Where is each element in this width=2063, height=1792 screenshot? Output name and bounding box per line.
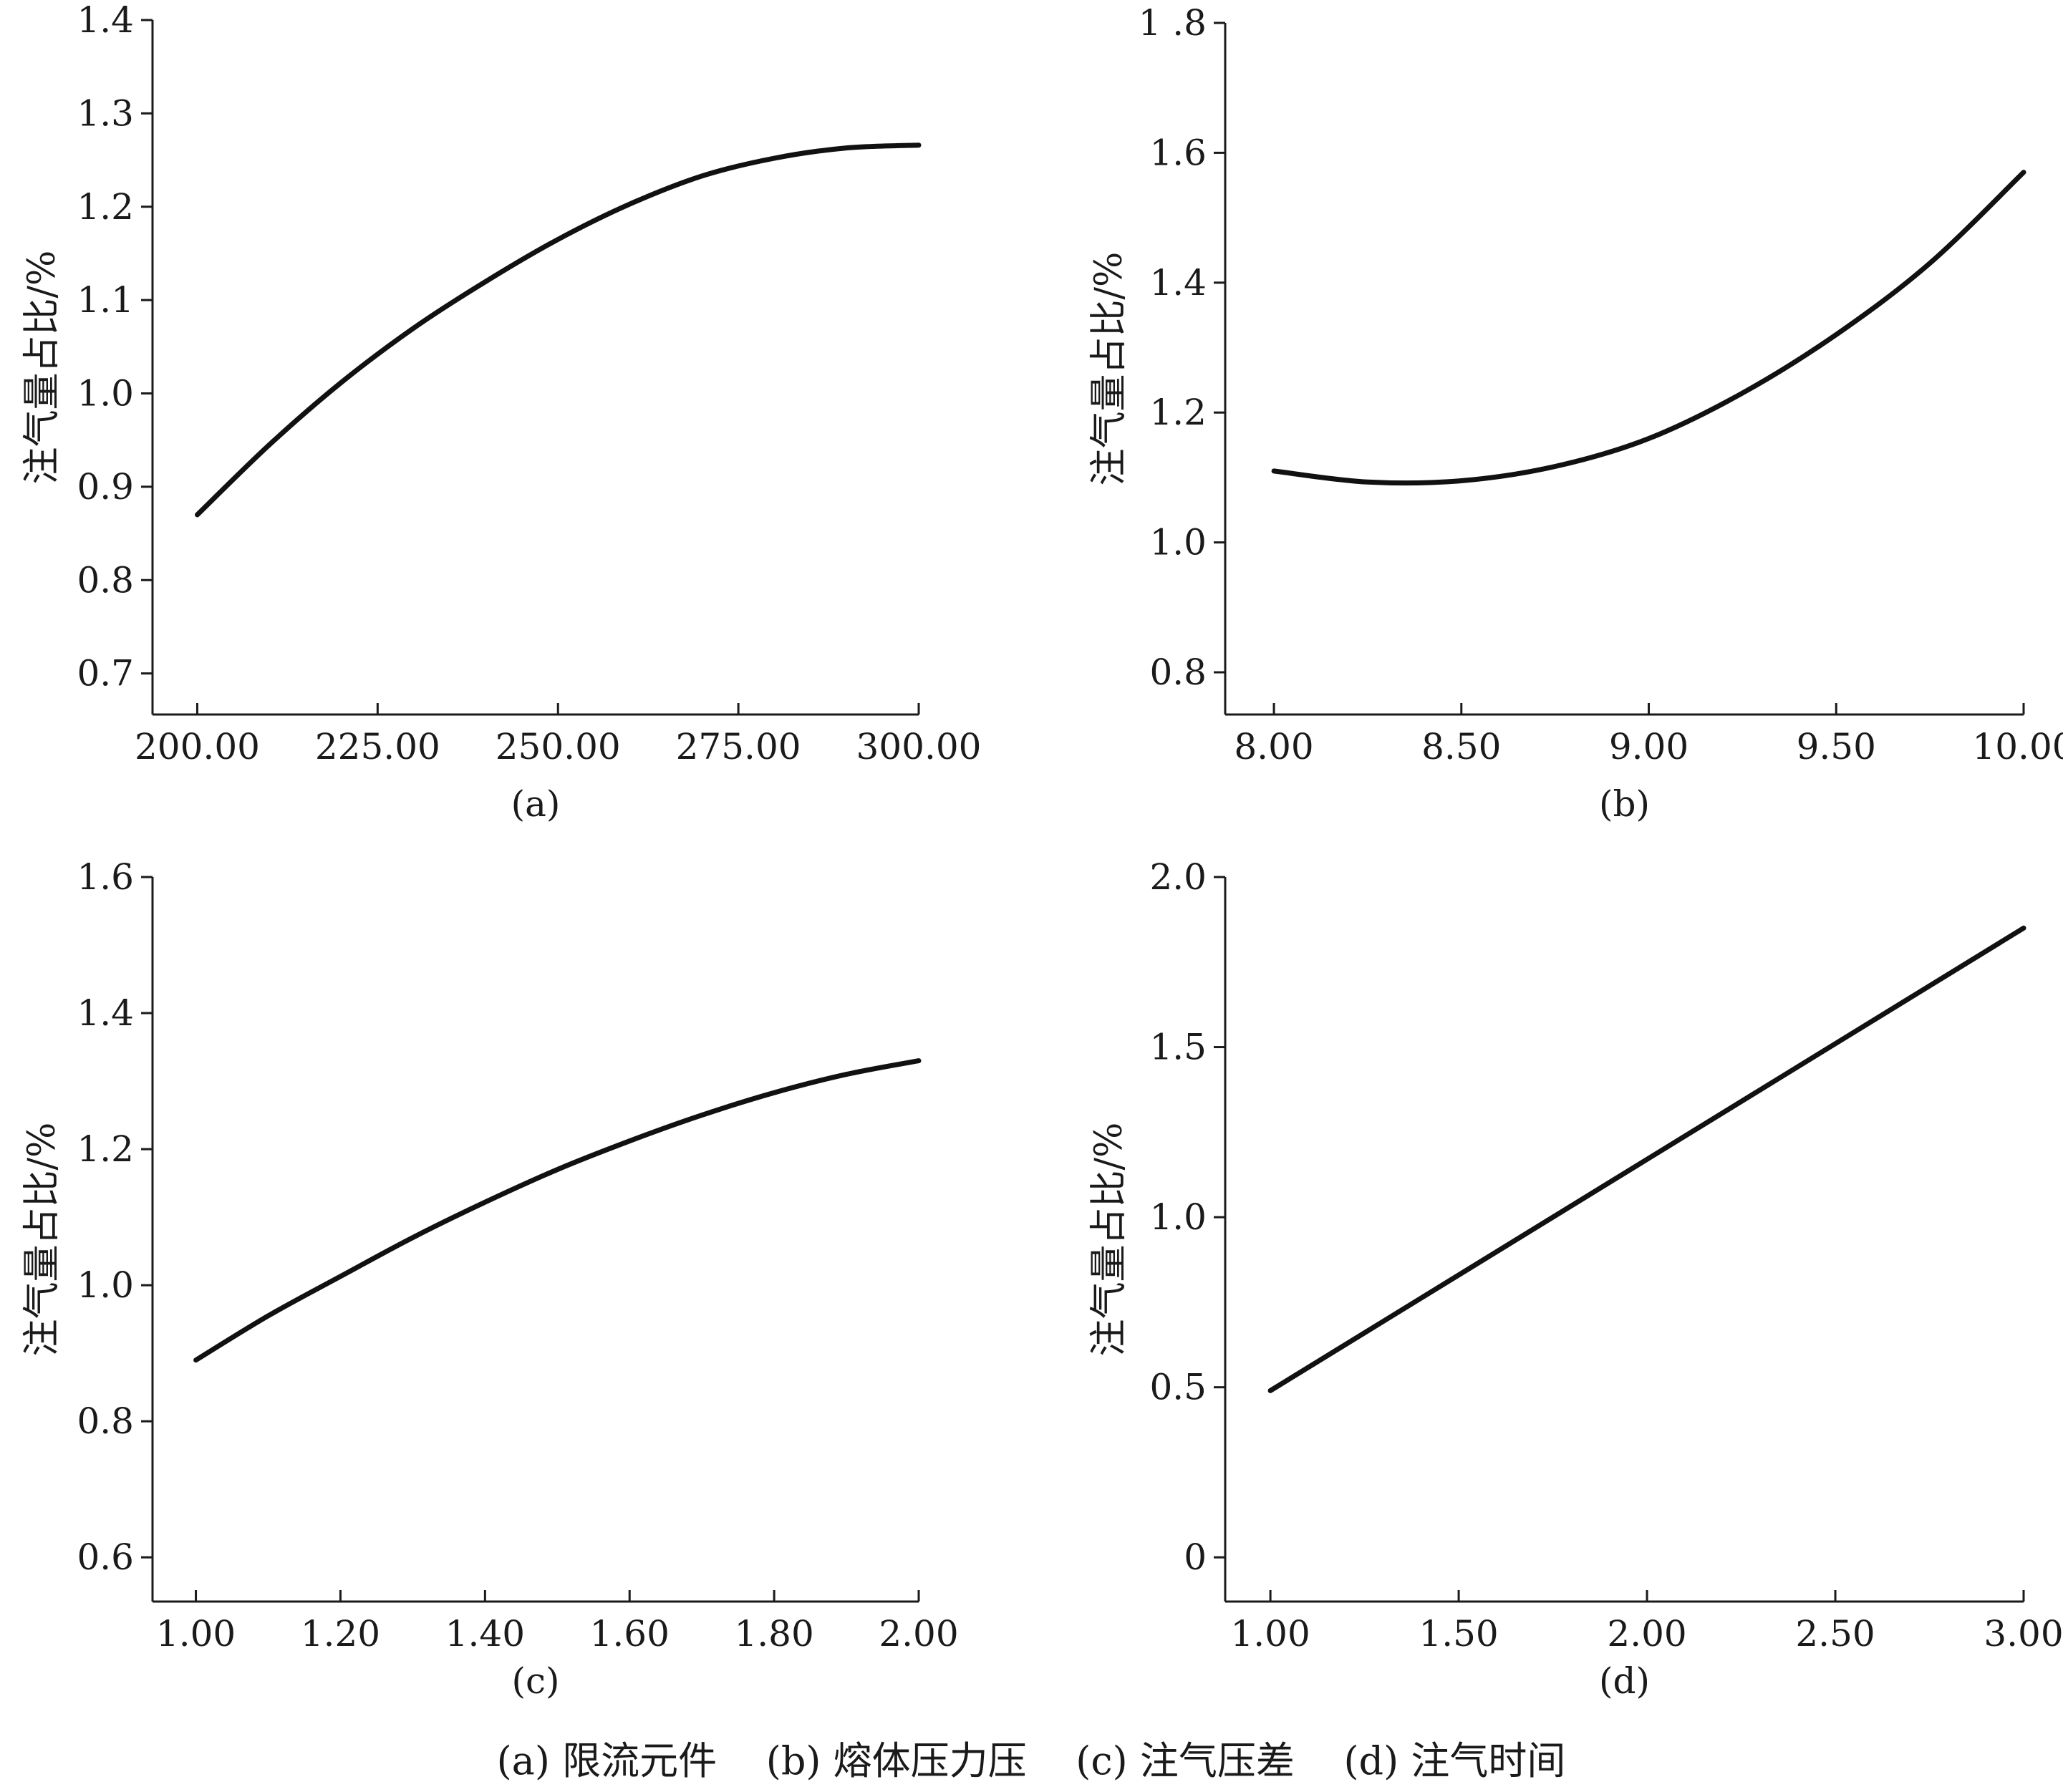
y-tick-label: 0.8 <box>77 1400 134 1442</box>
y-tick-label: 0.8 <box>77 559 134 601</box>
series-line <box>1267 925 2026 1393</box>
x-tick-label: 275.00 <box>676 726 801 767</box>
x-tick-label: 1.80 <box>734 1613 813 1655</box>
panel-label: (a) <box>511 783 561 825</box>
y-tick-label: 1.2 <box>77 1128 134 1170</box>
x-tick-label: 3.00 <box>1984 1613 2063 1655</box>
y-tick-label: 0.8 <box>1149 652 1207 693</box>
x-tick-label: 8.50 <box>1421 726 1501 767</box>
x-tick-label: 9.50 <box>1797 726 1876 767</box>
x-tick-label: 10.00 <box>1972 726 2063 767</box>
y-tick-label: 0 <box>1184 1536 1207 1578</box>
x-tick-label: 2.50 <box>1795 1613 1875 1655</box>
x-tick-label: 225.00 <box>315 726 440 767</box>
x-tick-label: 2.00 <box>879 1613 958 1655</box>
y-tick-label: 1 .8 <box>1139 2 1207 44</box>
y-axis-label: 注气量占比/% <box>1088 1123 1131 1357</box>
y-tick-label: 0.9 <box>77 466 134 508</box>
y-tick-label: 0.7 <box>77 653 134 694</box>
y-axis-label: 注气量占比/% <box>1088 252 1131 486</box>
chart-panel-a: 0.7 0.8 0.9 1.0 1.1 1.2 1.3 1.4 200.00 225.00 250.… <box>21 0 981 825</box>
chart-panel-b: 0.8 1.0 1.2 1.4 1.6 1 .8 8.00 8.50 9.00 9.50 10.00… <box>1088 2 2063 825</box>
x-tick-label: 1.40 <box>445 1613 525 1655</box>
y-tick-label: 1.4 <box>77 992 134 1034</box>
y-tick-label: 0.6 <box>77 1536 134 1578</box>
y-tick-label: 1.4 <box>77 0 134 41</box>
series-line <box>195 142 922 518</box>
x-tick-label: 300.00 <box>856 726 982 767</box>
figure-caption: (a) 限流元件 (b) 熔体压力压 (c) 注气压差 (d) 注气时间 <box>497 1738 1566 1783</box>
x-tick-label: 1.00 <box>1230 1613 1310 1655</box>
series-line <box>1271 170 2026 486</box>
x-tick-label: 250.00 <box>496 726 621 767</box>
y-tick-label: 1.2 <box>1149 392 1207 433</box>
y-tick-label: 0.5 <box>1149 1367 1207 1408</box>
panel-label: (d) <box>1599 1660 1650 1702</box>
x-tick-label: 8.00 <box>1234 726 1313 767</box>
y-tick-label: 1.0 <box>1149 1196 1207 1238</box>
x-tick-label: 9.00 <box>1609 726 1688 767</box>
chart-panel-c: 0.6 0.8 1.0 1.2 1.4 1.6 1.00 1.20 1.40 1.60 1.80 2.… <box>21 856 959 1702</box>
y-tick-label: 1.1 <box>77 279 134 321</box>
y-tick-label: 1.0 <box>77 373 134 415</box>
y-tick-label: 1.4 <box>1149 262 1207 304</box>
y-axis-label: 注气量占比/% <box>21 251 64 485</box>
x-tick-label: 1.20 <box>301 1613 380 1655</box>
y-tick-label: 1.2 <box>77 186 134 228</box>
y-tick-label: 1.5 <box>1149 1027 1207 1068</box>
x-tick-label: 2.00 <box>1607 1613 1686 1655</box>
y-axis-label: 注气量占比/% <box>21 1123 64 1357</box>
y-tick-label: 1.6 <box>77 856 134 898</box>
x-tick-label: 1.00 <box>156 1613 236 1655</box>
chart-panel-d: 0 0.5 1.0 1.5 2.0 1.00 1.50 2.00 2.50 3.00 注气量占比/%… <box>1088 856 2063 1702</box>
y-tick-label: 1.3 <box>77 92 134 134</box>
panel-label: (c) <box>511 1660 559 1702</box>
series-line <box>193 1058 922 1363</box>
x-tick-label: 200.00 <box>135 726 260 767</box>
x-tick-label: 1.50 <box>1419 1613 1498 1655</box>
y-tick-label: 2.0 <box>1149 856 1207 898</box>
x-tick-label: 1.60 <box>590 1613 670 1655</box>
y-tick-label: 1.0 <box>77 1264 134 1306</box>
panel-label: (b) <box>1599 783 1650 825</box>
y-tick-label: 1.6 <box>1149 132 1207 173</box>
y-tick-label: 1.0 <box>1149 522 1207 563</box>
